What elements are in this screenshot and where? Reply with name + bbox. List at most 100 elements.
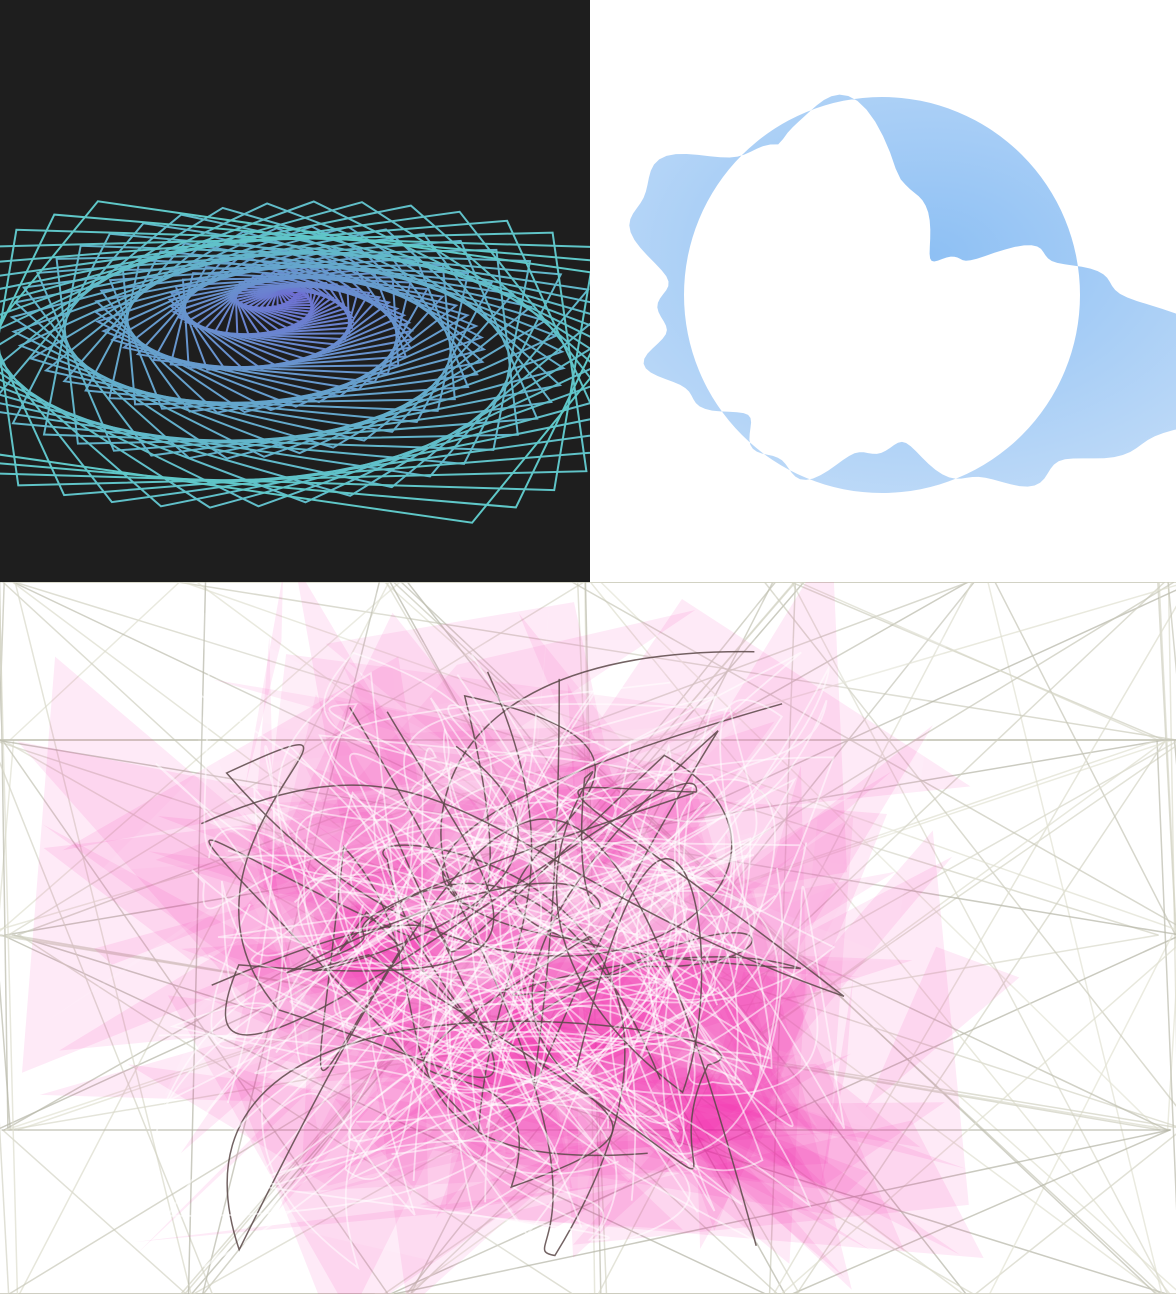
pink-shard xyxy=(817,729,929,1056)
pink-shard xyxy=(42,824,536,1094)
string-line xyxy=(9,582,181,741)
light-curve xyxy=(275,651,802,1164)
string-line xyxy=(18,934,573,1294)
light-curve xyxy=(351,854,846,1160)
pink-shard xyxy=(820,977,854,1188)
string-line xyxy=(0,589,1176,1130)
spiral-square xyxy=(0,204,590,508)
string-line xyxy=(2,1129,187,1294)
spiral-square xyxy=(0,231,588,487)
string-line xyxy=(796,739,1167,1294)
pink-shard xyxy=(244,582,283,789)
pink-shard xyxy=(308,1083,795,1197)
pink-shard xyxy=(663,593,965,905)
spiral-square xyxy=(0,219,590,497)
string-line xyxy=(177,582,1176,741)
string-line xyxy=(196,582,1159,1294)
string-line xyxy=(0,587,19,1294)
pink-shard xyxy=(489,1120,984,1258)
pink-shard xyxy=(22,656,377,1073)
pink-shard xyxy=(390,636,974,869)
spiral-square xyxy=(0,200,590,524)
pink-shard xyxy=(704,856,953,1090)
pink-shard xyxy=(527,1132,828,1152)
string-line xyxy=(18,582,390,1294)
line-art xyxy=(0,582,1176,1294)
string-line xyxy=(791,1129,1171,1294)
blob-art xyxy=(629,94,1176,493)
pink-shard xyxy=(445,1038,630,1210)
string-line xyxy=(3,582,969,1131)
light-curve xyxy=(253,755,701,1241)
pink-shard xyxy=(549,769,807,1231)
string-line xyxy=(390,936,1176,1294)
light-curve xyxy=(203,662,772,1166)
pink-shard xyxy=(305,766,492,824)
string-line xyxy=(0,582,401,932)
string-line xyxy=(400,582,1157,1294)
string-line xyxy=(975,1133,1176,1294)
spiral-square xyxy=(233,281,353,332)
pink-shard xyxy=(325,602,639,902)
pink-shard xyxy=(62,656,418,851)
spiral-square xyxy=(231,281,355,334)
dark-curve xyxy=(286,771,703,1094)
pink-shard xyxy=(278,857,459,1210)
string-line xyxy=(1166,979,1176,1131)
light-curve xyxy=(297,712,777,1214)
light-curve xyxy=(220,727,739,1213)
light-curve xyxy=(269,770,743,1177)
spiral-square xyxy=(0,213,590,509)
light-curve xyxy=(166,672,794,1171)
pink-shard xyxy=(34,814,365,1030)
string-line xyxy=(405,739,1167,1294)
string-line xyxy=(791,582,1169,1294)
string-line xyxy=(1,934,766,1294)
string-line xyxy=(0,761,214,1294)
string-line xyxy=(17,582,969,936)
light-curve xyxy=(229,703,735,1175)
pink-shard xyxy=(213,679,507,763)
string-line xyxy=(1158,582,1176,946)
string-line xyxy=(798,582,1159,741)
pink-shard xyxy=(580,1070,831,1190)
string-line xyxy=(1157,582,1176,952)
dark-curve xyxy=(200,711,845,1036)
pink-shard xyxy=(472,785,891,1045)
pink-shard xyxy=(494,1017,960,1255)
string-line xyxy=(987,582,1163,1294)
pink-shard xyxy=(99,582,527,872)
string-line xyxy=(393,1129,1171,1294)
string-line xyxy=(14,582,192,1294)
string-line xyxy=(0,584,1176,931)
pink-shard xyxy=(182,687,613,1026)
pink-shard xyxy=(464,792,734,1205)
string-line xyxy=(1156,739,1176,1211)
pink-shard xyxy=(523,599,971,833)
string-line xyxy=(0,980,12,1131)
dark-curve xyxy=(226,745,757,1252)
string-line xyxy=(600,582,1160,1131)
spiral-square xyxy=(0,210,590,504)
string-line xyxy=(410,582,1166,1294)
string-line xyxy=(201,582,381,1294)
string-line xyxy=(773,605,1176,1294)
light-curve xyxy=(470,653,828,1148)
string-line xyxy=(0,739,15,911)
light-curve xyxy=(226,745,696,1185)
pink-shard xyxy=(425,1012,872,1251)
pink-shard xyxy=(558,752,886,1101)
string-line xyxy=(0,1121,10,1294)
pink-shard xyxy=(17,741,429,1205)
string-line xyxy=(1167,582,1176,675)
pink-shard xyxy=(424,672,920,845)
light-curve xyxy=(207,671,583,1229)
string-line xyxy=(187,582,207,1294)
string-line xyxy=(763,582,1176,1107)
pink-shard xyxy=(193,860,586,1162)
light-curve xyxy=(333,756,835,1209)
pink-shard xyxy=(439,979,966,1169)
string-line xyxy=(589,582,1171,1294)
